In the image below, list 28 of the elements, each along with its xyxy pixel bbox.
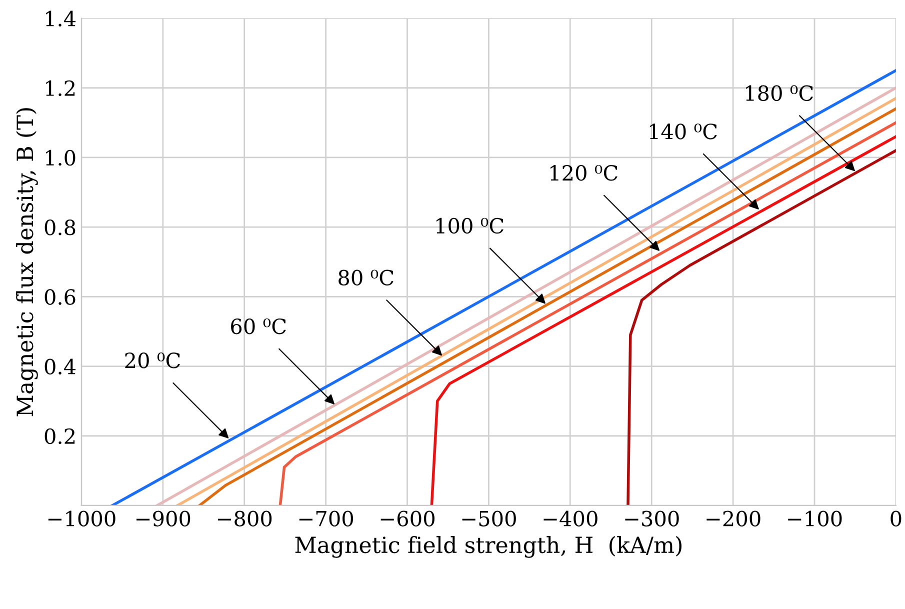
x-tick-label: −400 [544, 510, 598, 526]
y-axis-title: Magnetic flux density, B (T) [16, 108, 38, 416]
annotation: 140 ⁰C [650, 124, 717, 140]
x-tick-label: −100 [788, 510, 842, 526]
y-tick-label: 1.0 [46, 150, 76, 166]
x-tick-label: −300 [625, 510, 679, 526]
x-tick-label: −500 [462, 510, 516, 526]
annotation: 20 ⁰C [125, 352, 180, 368]
y-tick-label: 1.2 [46, 80, 75, 96]
x-tick-label: −200 [706, 510, 760, 526]
y-tick-label: 0.4 [44, 358, 76, 374]
x-axis-title: Magnetic field strength, H (kA/m) [295, 536, 682, 558]
x-tick-label: −800 [218, 510, 272, 526]
annotation: 60 ⁰C [231, 318, 286, 334]
y-tick-label: 1.4 [46, 10, 76, 26]
x-tick-label: −600 [380, 510, 434, 526]
x-tick-label: −900 [136, 510, 190, 526]
y-tick-label: 0.2 [44, 428, 75, 444]
line-series [626, 149, 896, 506]
y-tick-label: 0.8 [44, 220, 76, 236]
annotation: 100 ⁰C [436, 218, 504, 234]
x-tick-label: 0 [890, 510, 902, 526]
annotation: 120 ⁰C [550, 164, 618, 181]
annotation: 180 ⁰C [746, 85, 813, 102]
annotation: 80 ⁰C [338, 270, 394, 286]
x-tick-label: −1000 [48, 510, 116, 526]
y-tick-label: 0.6 [44, 289, 76, 305]
x-tick-label: −700 [299, 510, 354, 526]
